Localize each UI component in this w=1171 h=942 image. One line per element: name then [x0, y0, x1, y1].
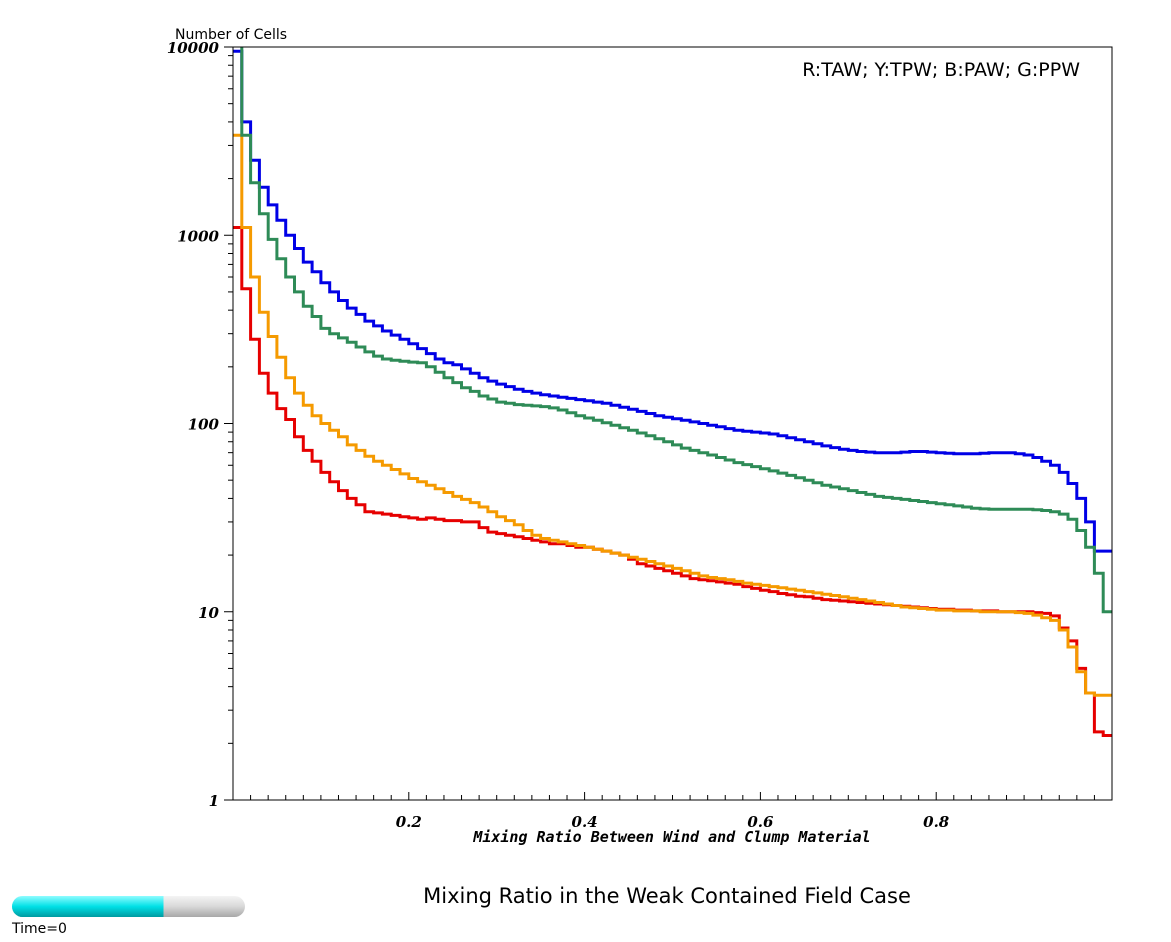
x-axis-label: Mixing Ratio Between Wind and Clump Mate…: [472, 828, 870, 846]
y-tick-label: 100: [188, 416, 220, 434]
y-tick-label: 1000: [177, 227, 219, 245]
y-minor-ticks: [224, 46, 233, 801]
legend-text: R:TAW; Y:TPW; B:PAW; G:PPW: [802, 59, 1080, 81]
y-tick-label: 1: [209, 792, 219, 810]
series-line-2: [233, 49, 1112, 553]
x-tick-label: 0.2: [396, 813, 422, 831]
y-tick-label: 10: [198, 604, 219, 622]
x-tick-label: 0.6: [747, 813, 774, 831]
time-slider-fill: [12, 896, 164, 917]
y-tick-label: 10000: [167, 39, 220, 57]
x-tick-label: 0.4: [572, 813, 598, 831]
chart-title: Mixing Ratio in the Weak Contained Field…: [423, 884, 911, 908]
y-tick-labels: 1 10 100 1000 10000: [167, 39, 220, 810]
y-axis-label: Number of Cells: [175, 27, 287, 43]
plot-area-frame: [232, 46, 1113, 801]
series-line-3: [240, 47, 1112, 614]
x-tick-label: 0.8: [923, 813, 950, 831]
time-label: Time=0: [11, 921, 67, 937]
time-slider[interactable]: [12, 896, 245, 917]
x-tick-labels: 0.2 0.4 0.6 0.8: [396, 813, 950, 831]
series-layer: [233, 47, 1112, 737]
x-minor-ticks: [250, 792, 1095, 800]
series-line-1: [233, 133, 1112, 697]
series-line-0: [233, 226, 1112, 737]
